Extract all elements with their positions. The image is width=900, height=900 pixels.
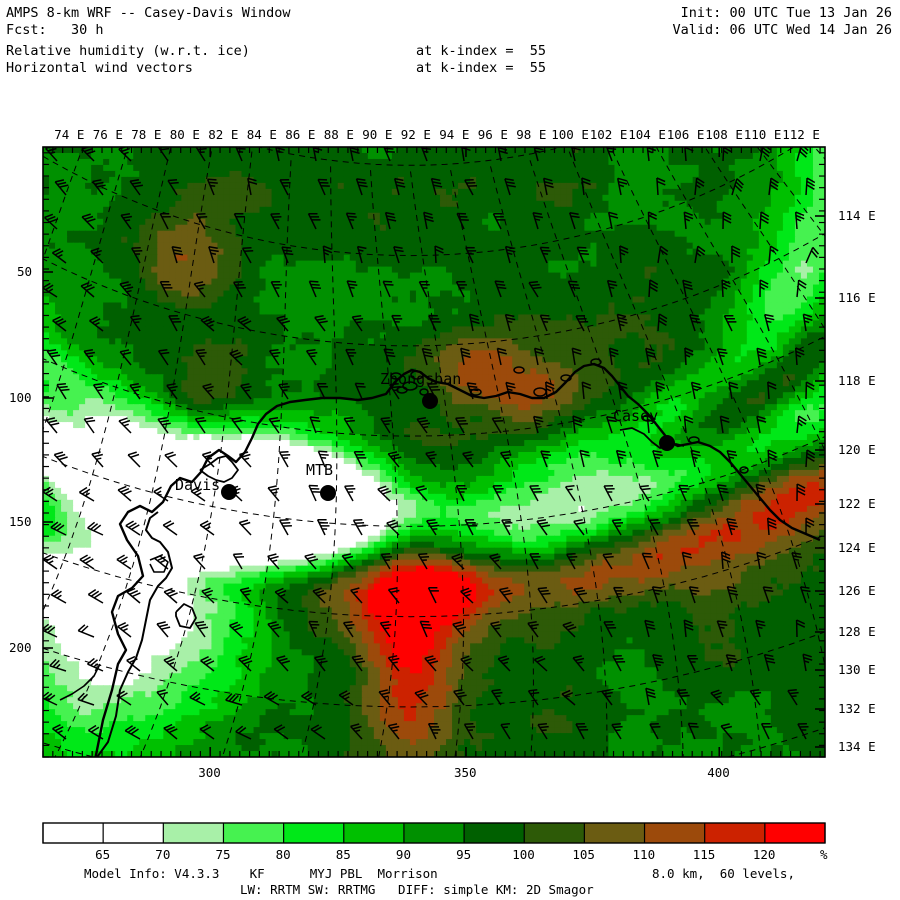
- top-axis-label: 106 E: [666, 127, 705, 142]
- colorbar-tick-label: 90: [395, 847, 411, 862]
- k-index-wind: at k-index = 55: [416, 60, 547, 76]
- colorbar-swatch: [163, 823, 224, 843]
- top-axis-label: 96 E: [477, 127, 508, 142]
- colorbar-swatch: [524, 823, 585, 843]
- left-axis-label: 50: [17, 264, 33, 279]
- right-axis-label: 128 E: [838, 624, 876, 639]
- top-axis-label: 102 E: [589, 127, 628, 142]
- bottom-axis-label: 350: [453, 765, 477, 780]
- top-axis-label: 94 E: [439, 127, 470, 142]
- top-axis-label: 74 E: [54, 127, 85, 142]
- colorbar-tick-label: 105: [572, 847, 595, 862]
- right-axis-label: 118 E: [838, 373, 876, 388]
- valid-time: Valid: 06 UTC Wed 14 Jan 26: [672, 22, 892, 38]
- init-time: Init: 00 UTC Tue 13 Jan 26: [680, 5, 892, 21]
- model-info-res: 8.0 km, 60 levels,: [652, 866, 795, 881]
- colorbar-swatch: [223, 823, 285, 843]
- right-axis-label: 126 E: [838, 583, 876, 598]
- right-axis-label: 120 E: [838, 442, 876, 457]
- plot-frame: [42, 146, 826, 758]
- field-label-humidity: Relative humidity (w.r.t. ice): [6, 43, 250, 59]
- colorbar-tick-label: 100: [512, 847, 535, 862]
- right-axis-label: 122 E: [838, 496, 876, 511]
- station-marker-davis[interactable]: [221, 484, 237, 500]
- colorbar-tick-label: 75: [215, 847, 231, 862]
- station-marker-mtb[interactable]: [320, 485, 336, 501]
- station-label-casey: Casey: [613, 407, 658, 425]
- top-axis-label: 86 E: [285, 127, 316, 142]
- top-axis-label: 100 E: [551, 127, 589, 142]
- bottom-axis-label: 400: [707, 765, 730, 780]
- station-label-mtb: MTB: [306, 461, 333, 479]
- model-title: AMPS 8-km WRF -- Casey-Davis Window: [6, 5, 291, 21]
- top-axis-label: 78 E: [131, 127, 162, 142]
- colorbar: [42, 822, 826, 844]
- colorbar-tick-label: 120: [752, 847, 776, 862]
- colorbar-tick-label: 115: [692, 847, 716, 862]
- station-label-davis: Davis: [175, 476, 220, 494]
- colorbar-tick-label: 85: [335, 847, 351, 862]
- right-axis-label: 116 E: [838, 290, 876, 305]
- top-axis-label: 110 E: [743, 127, 782, 142]
- right-axis-label: 114 E: [838, 208, 876, 223]
- colorbar-tick-label: 70: [155, 847, 171, 862]
- station-marker-casey[interactable]: [659, 435, 675, 451]
- top-axis-label: 92 E: [400, 127, 431, 142]
- top-axis-label: 112 E: [782, 127, 820, 142]
- model-info-line1: Model Info: V4.3.3 KF MYJ PBL Morrison: [84, 866, 438, 881]
- colorbar-swatch: [464, 823, 525, 843]
- colorbar-tick-label: 110: [632, 847, 656, 862]
- station-marker-zhongshan[interactable]: [422, 393, 438, 409]
- forecast-hour: Fcst: 30 h: [6, 22, 104, 38]
- colorbar-tick-label: 95: [456, 847, 472, 862]
- colorbar-swatch: [403, 823, 465, 843]
- right-axis-label: 134 E: [838, 739, 876, 754]
- bottom-axis-label: 300: [198, 765, 221, 780]
- axis-ticks: [42, 147, 825, 758]
- colorbar-swatch: [343, 823, 405, 843]
- left-axis-label: 150: [9, 514, 32, 529]
- right-axis-label: 124 E: [838, 540, 876, 555]
- colorbar-swatch: [43, 823, 104, 843]
- top-axis-label: 82 E: [208, 127, 239, 142]
- colorbar-swatch: [644, 823, 706, 843]
- wind-barb-layer: [43, 147, 820, 740]
- top-axis-label: 84 E: [246, 127, 277, 142]
- left-axis-label: 100: [9, 390, 32, 405]
- colorbar-swatch: [283, 823, 345, 843]
- colorbar-unit-label: %: [820, 847, 828, 862]
- model-info-line2: LW: RRTM SW: RRTMG DIFF: simple KM: 2D S…: [240, 882, 594, 897]
- colorbar-swatch: [103, 823, 164, 843]
- colorbar-swatch: [704, 823, 766, 843]
- right-axis-label: 132 E: [838, 701, 876, 716]
- top-axis-label: 76 E: [92, 127, 123, 142]
- colorbar-swatch: [584, 823, 645, 843]
- station-layer: Davis MTB Zhongshan Casey: [175, 370, 675, 501]
- colorbar-swatch: [764, 823, 826, 843]
- humidity-field: [43, 147, 825, 757]
- station-label-zhongshan: Zhongshan: [380, 370, 461, 388]
- top-axis-label: 88 E: [323, 127, 354, 142]
- top-axis-label: 98 E: [516, 127, 547, 142]
- right-axis-label: 130 E: [838, 662, 876, 677]
- left-axis-label: 200: [9, 640, 32, 655]
- field-label-wind: Horizontal wind vectors: [6, 60, 193, 76]
- top-axis-label: 90 E: [362, 127, 393, 142]
- colorbar-tick-label: 80: [275, 847, 291, 862]
- top-axis-label: 80 E: [169, 127, 200, 142]
- top-axis-label: 108 E: [705, 127, 743, 142]
- colorbar-tick-label: 65: [95, 847, 111, 862]
- k-index-humidity: at k-index = 55: [416, 43, 547, 59]
- top-axis-label: 104 E: [628, 127, 666, 142]
